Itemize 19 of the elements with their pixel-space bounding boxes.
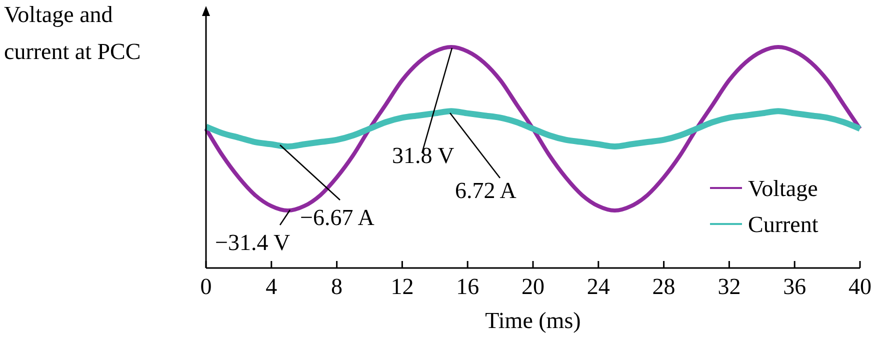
- x-tick-label: 12: [390, 274, 414, 299]
- x-tick-label: 20: [522, 274, 544, 299]
- legend-label: Current: [748, 212, 819, 237]
- annotation: −6.67 A: [300, 205, 375, 230]
- x-tick-label: 0: [200, 274, 212, 299]
- x-tick-label: 28: [652, 274, 676, 299]
- annotation: −31.4 V: [215, 230, 291, 255]
- x-tick-label: 40: [848, 274, 872, 299]
- x-axis-title: Time (ms): [485, 308, 581, 333]
- legend-label: Voltage: [748, 176, 818, 201]
- y-axis-title: Voltage and current at PCC: [4, 2, 141, 64]
- x-tick-label: 16: [456, 274, 480, 299]
- annotation: 31.8 V: [392, 143, 455, 168]
- annotation: 6.72 A: [455, 178, 517, 203]
- x-tick-label: 24: [586, 274, 610, 299]
- x-tick-label: 36: [783, 274, 806, 299]
- x-tick-label: 8: [331, 274, 343, 299]
- x-tick-label: 32: [718, 274, 741, 299]
- x-tick-label: 4: [266, 274, 278, 299]
